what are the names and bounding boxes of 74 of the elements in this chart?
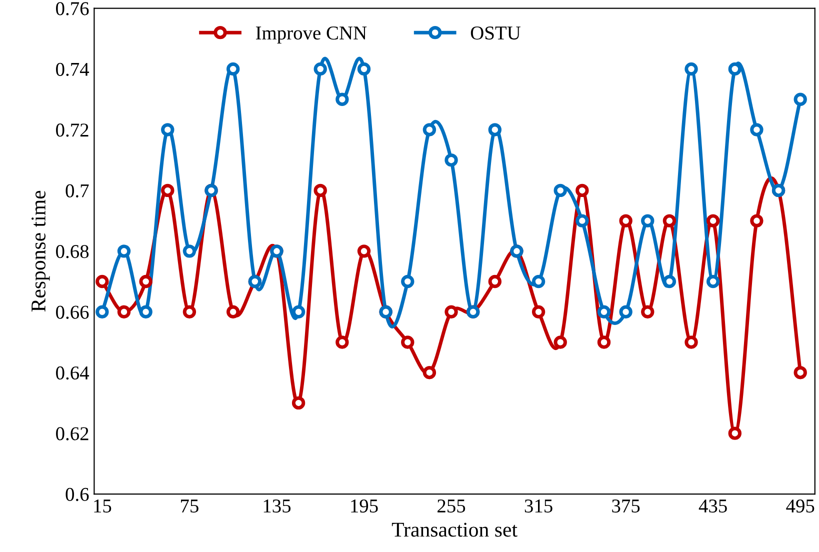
point bbox=[728, 62, 742, 76]
point bbox=[401, 336, 414, 349]
y-tick-label: 0.6 bbox=[66, 488, 89, 502]
point bbox=[706, 214, 720, 228]
point bbox=[336, 92, 349, 106]
y-tick-label: 0.72 bbox=[56, 124, 88, 137]
point bbox=[182, 244, 196, 258]
y-tick-label: 0.64 bbox=[56, 366, 90, 380]
y-axis-title: Response time bbox=[32, 190, 50, 312]
point bbox=[488, 123, 502, 136]
point bbox=[226, 305, 240, 318]
x-tick-label: 315 bbox=[524, 500, 552, 513]
point bbox=[619, 214, 632, 228]
point bbox=[161, 184, 174, 198]
point bbox=[641, 305, 654, 318]
point bbox=[314, 184, 327, 198]
point bbox=[794, 92, 807, 106]
point bbox=[139, 274, 152, 288]
point bbox=[226, 62, 240, 76]
y-tick-label: 0.66 bbox=[56, 306, 89, 319]
point bbox=[422, 123, 436, 136]
point bbox=[750, 214, 764, 228]
y-tick-label: 0.68 bbox=[56, 244, 89, 258]
point bbox=[422, 366, 436, 380]
x-tick-label: 495 bbox=[786, 500, 814, 513]
point bbox=[488, 274, 502, 288]
point bbox=[554, 184, 567, 198]
point bbox=[684, 62, 698, 76]
point bbox=[794, 366, 807, 380]
point bbox=[532, 305, 546, 318]
point bbox=[576, 184, 589, 198]
point bbox=[161, 123, 174, 136]
x-tick-label: 15 bbox=[94, 500, 112, 513]
x-tick-label: 195 bbox=[351, 500, 378, 513]
x-tick-label: 75 bbox=[181, 500, 198, 513]
x-tick-label: 135 bbox=[264, 500, 291, 513]
x-tick-label: 375 bbox=[612, 500, 640, 513]
point bbox=[96, 305, 109, 318]
point bbox=[401, 274, 414, 288]
point bbox=[706, 274, 720, 288]
y-tick-label: 0.76 bbox=[56, 2, 89, 16]
point bbox=[139, 305, 152, 318]
point bbox=[96, 274, 109, 288]
point bbox=[444, 305, 458, 318]
point bbox=[662, 274, 676, 288]
y-tick-label: 0.7 bbox=[66, 184, 89, 198]
x-tick-label: 255 bbox=[438, 500, 466, 513]
point bbox=[619, 305, 632, 318]
point bbox=[597, 336, 611, 349]
legend-label: OSTU bbox=[470, 26, 520, 40]
x-tick-label: 435 bbox=[698, 500, 727, 513]
y-tick-label: 0.62 bbox=[56, 427, 88, 440]
point bbox=[117, 244, 131, 258]
point bbox=[576, 214, 589, 228]
point bbox=[292, 305, 306, 318]
point bbox=[336, 336, 349, 349]
point bbox=[728, 426, 742, 440]
point bbox=[292, 396, 306, 410]
point bbox=[684, 336, 698, 349]
point bbox=[662, 214, 676, 228]
point bbox=[357, 244, 371, 258]
y-tick-label: 0.74 bbox=[56, 62, 90, 76]
point bbox=[532, 274, 546, 288]
point bbox=[357, 62, 371, 76]
point bbox=[314, 62, 327, 76]
point bbox=[554, 336, 567, 349]
point bbox=[641, 214, 654, 228]
legend-label: Improve CNN bbox=[256, 26, 367, 44]
point bbox=[750, 123, 764, 136]
point bbox=[182, 305, 196, 318]
point bbox=[117, 305, 131, 318]
point bbox=[444, 153, 458, 167]
x-axis-title: Transaction set bbox=[392, 522, 518, 537]
point bbox=[597, 305, 611, 318]
